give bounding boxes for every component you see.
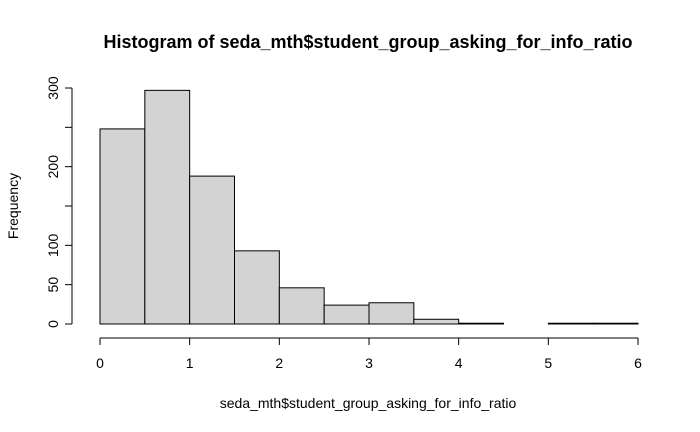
x-tick-label: 5: [544, 355, 552, 371]
histogram-bar: [413, 318, 460, 325]
y-tick-label: 300: [45, 76, 61, 100]
histogram-bar: [592, 322, 639, 325]
x-tick-label: 6: [634, 355, 642, 371]
chart-title: Histogram of seda_mth$student_group_aski…: [103, 32, 632, 52]
y-tick-label: 50: [45, 277, 61, 293]
y-axis: 0 50 100 200 300: [45, 76, 73, 328]
histogram-bar: [547, 322, 594, 325]
y-tick-label: 200: [45, 155, 61, 179]
x-tick-label: 1: [186, 355, 194, 371]
y-tick-label: 0: [45, 320, 61, 328]
histogram-bar: [144, 89, 191, 325]
x-tick-label: 4: [455, 355, 463, 371]
x-axis: 0 1 2 3 4 5 6: [96, 337, 642, 371]
x-axis-label: seda_mth$student_group_asking_for_info_r…: [220, 395, 517, 411]
histogram-bar: [368, 302, 415, 325]
histogram-bar: [323, 304, 370, 325]
histogram-bar: [189, 175, 236, 325]
x-tick-label: 0: [96, 355, 104, 371]
x-tick-label: 3: [365, 355, 373, 371]
y-axis-label: Frequency: [5, 173, 21, 239]
histogram-bar: [458, 322, 504, 325]
histogram-bar: [99, 128, 146, 325]
histogram-bars: [99, 89, 639, 325]
x-tick-label: 2: [275, 355, 283, 371]
histogram-bar: [234, 250, 280, 325]
y-tick-label: 100: [45, 233, 61, 257]
histogram-bar: [278, 287, 325, 325]
